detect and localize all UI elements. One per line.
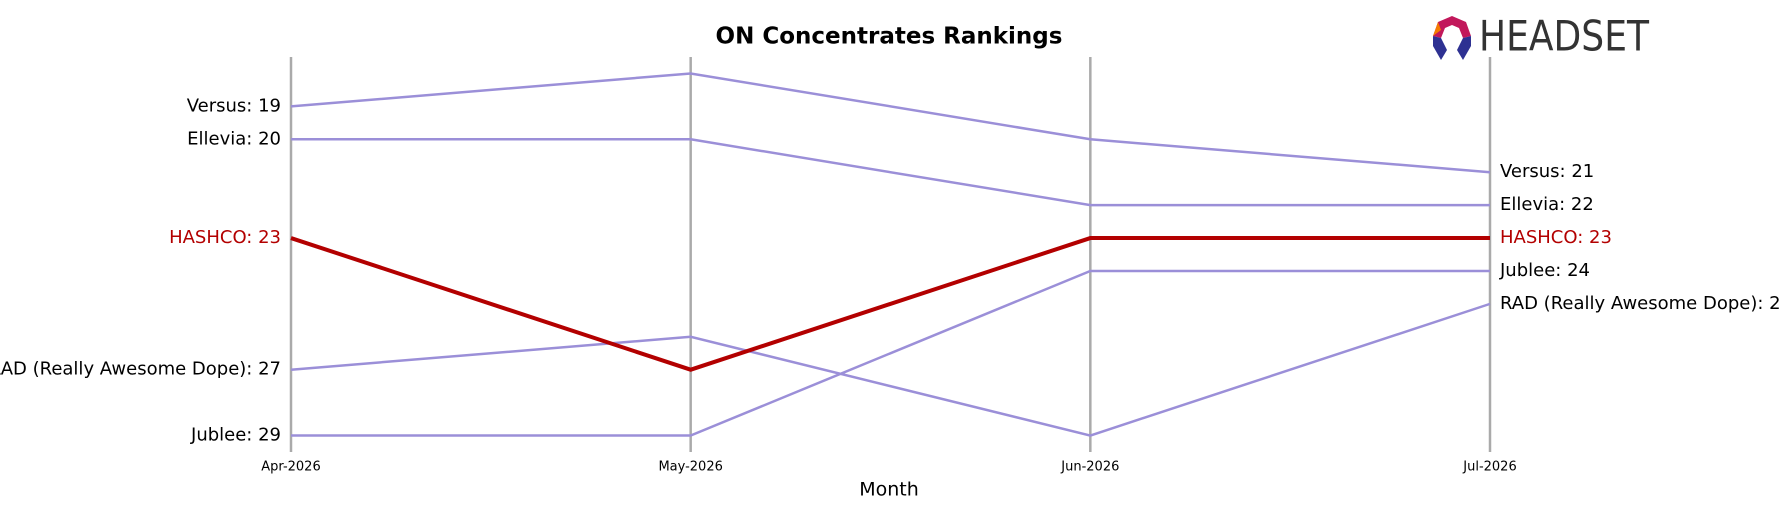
end-label: Ellevia: 22 — [1500, 194, 1594, 215]
start-label: RAD (Really Awesome Dope): 27 — [0, 359, 281, 380]
end-label: Versus: 21 — [1500, 161, 1594, 182]
logo-text: HEADSET — [1479, 12, 1649, 61]
series-line — [290, 302, 1491, 437]
x-axis-label: Month — [859, 479, 919, 501]
x-tick-label: May-2026 — [658, 460, 722, 475]
chart-title: ON Concentrates Rankings — [716, 24, 1063, 50]
start-label: Jublee: 29 — [190, 425, 281, 446]
x-tick-label: Jul-2026 — [1462, 460, 1516, 475]
start-label: Versus: 19 — [187, 95, 281, 116]
end-label: HASHCO: 23 — [1500, 227, 1612, 248]
start-label: Ellevia: 20 — [187, 128, 281, 149]
series-line — [290, 236, 1490, 372]
x-tick-label: Jun-2026 — [1060, 460, 1119, 475]
start-label: HASHCO: 23 — [169, 227, 281, 248]
x-tick-label: Apr-2026 — [261, 460, 320, 475]
series-line — [290, 72, 1491, 174]
logo-mark — [1433, 36, 1447, 60]
logo-mark — [1433, 22, 1441, 36]
series-line — [291, 138, 1490, 207]
end-label: Jublee: 24 — [1499, 260, 1590, 281]
logo-mark — [1433, 16, 1471, 38]
logo-mark — [1457, 36, 1471, 60]
logo: HEADSET — [1433, 12, 1649, 61]
series-line — [291, 269, 1490, 437]
end-label: RAD (Really Awesome Dope): 25 — [1500, 293, 1780, 314]
